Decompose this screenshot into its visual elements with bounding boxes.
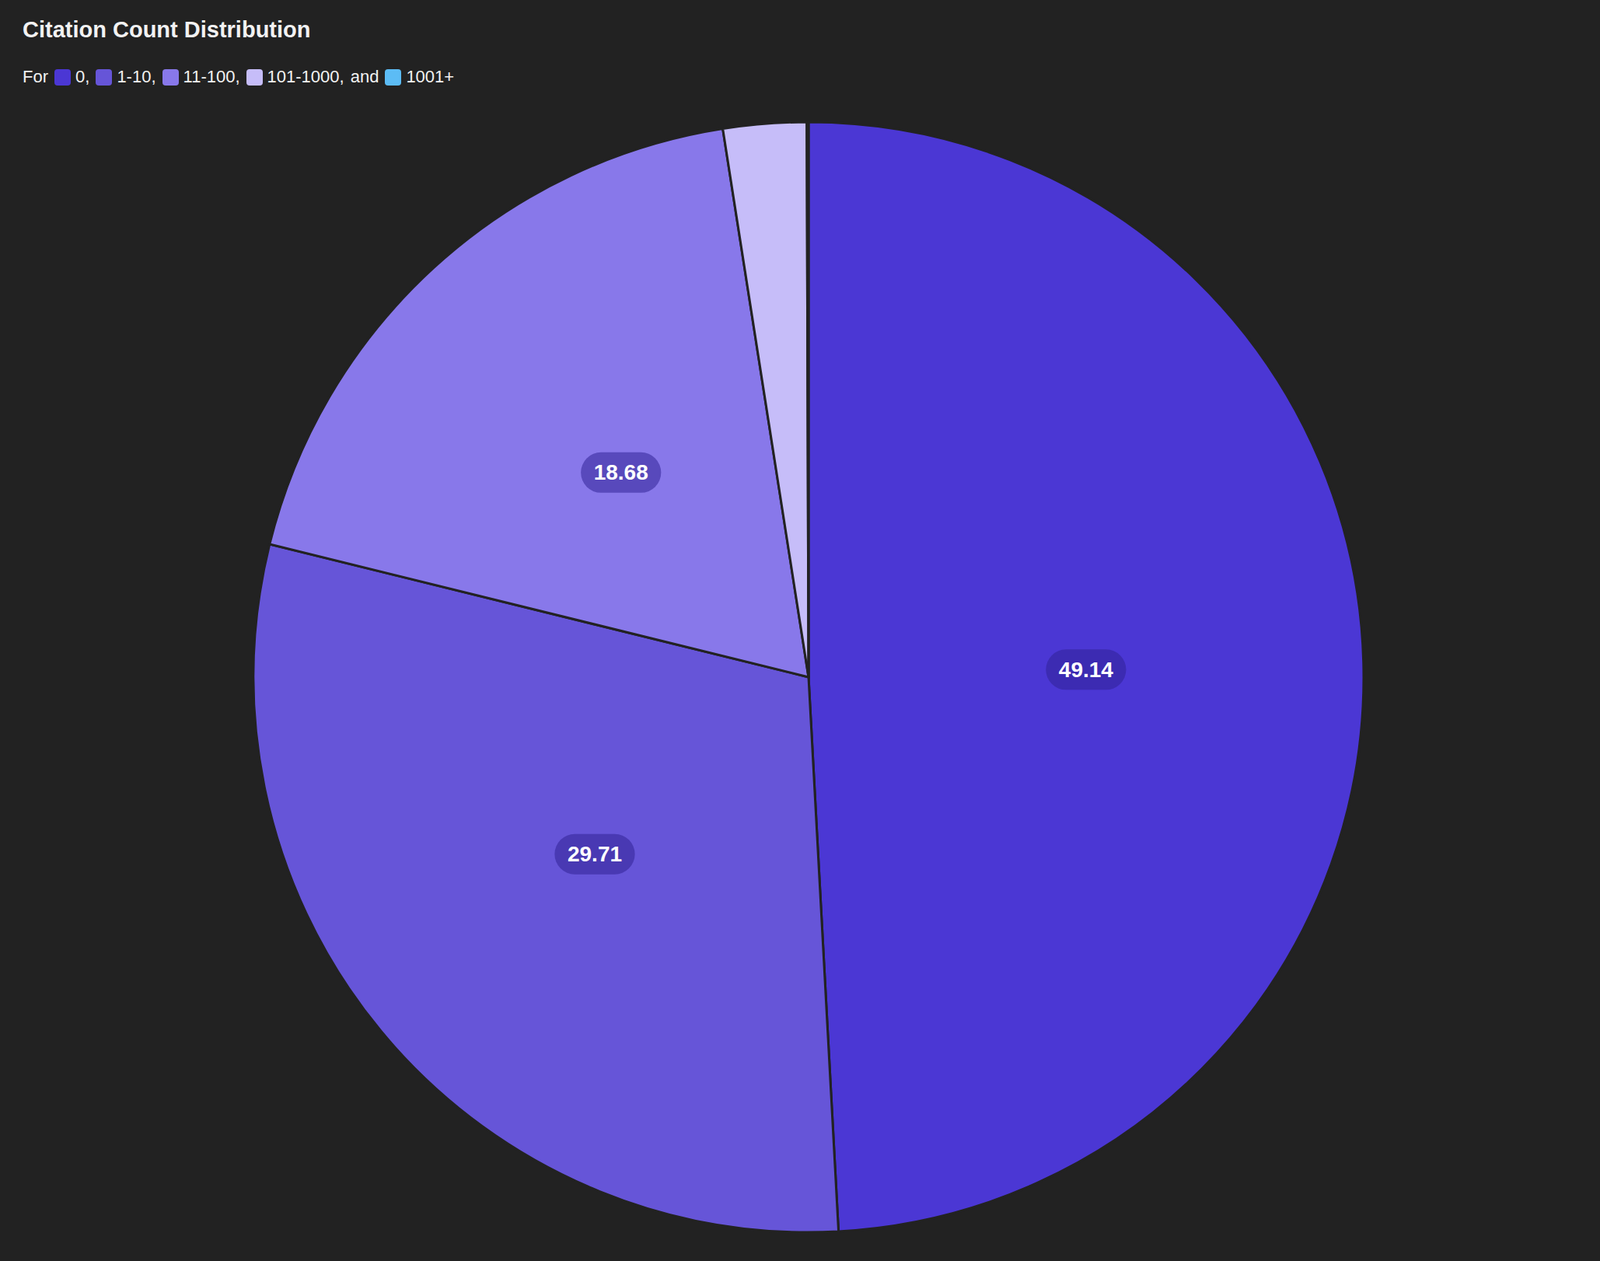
html-text:11-100,: 11-100, [183,66,240,87]
svg-text:18.68: 18.68 [593,460,649,485]
html-text:For: For [22,66,49,87]
html-text:1001+: 1001+ [406,66,455,87]
svg-text:29.71: 29.71 [567,841,622,867]
html-text:1-10,: 1-10, [116,66,156,87]
html-text:Citation Count Distribution: Citation Count Distribution [22,17,311,42]
html-text:0,: 0, [75,66,90,87]
html-text:101-1000, and: 101-1000, and [267,66,379,87]
svg-text:49.14: 49.14 [1058,657,1114,682]
